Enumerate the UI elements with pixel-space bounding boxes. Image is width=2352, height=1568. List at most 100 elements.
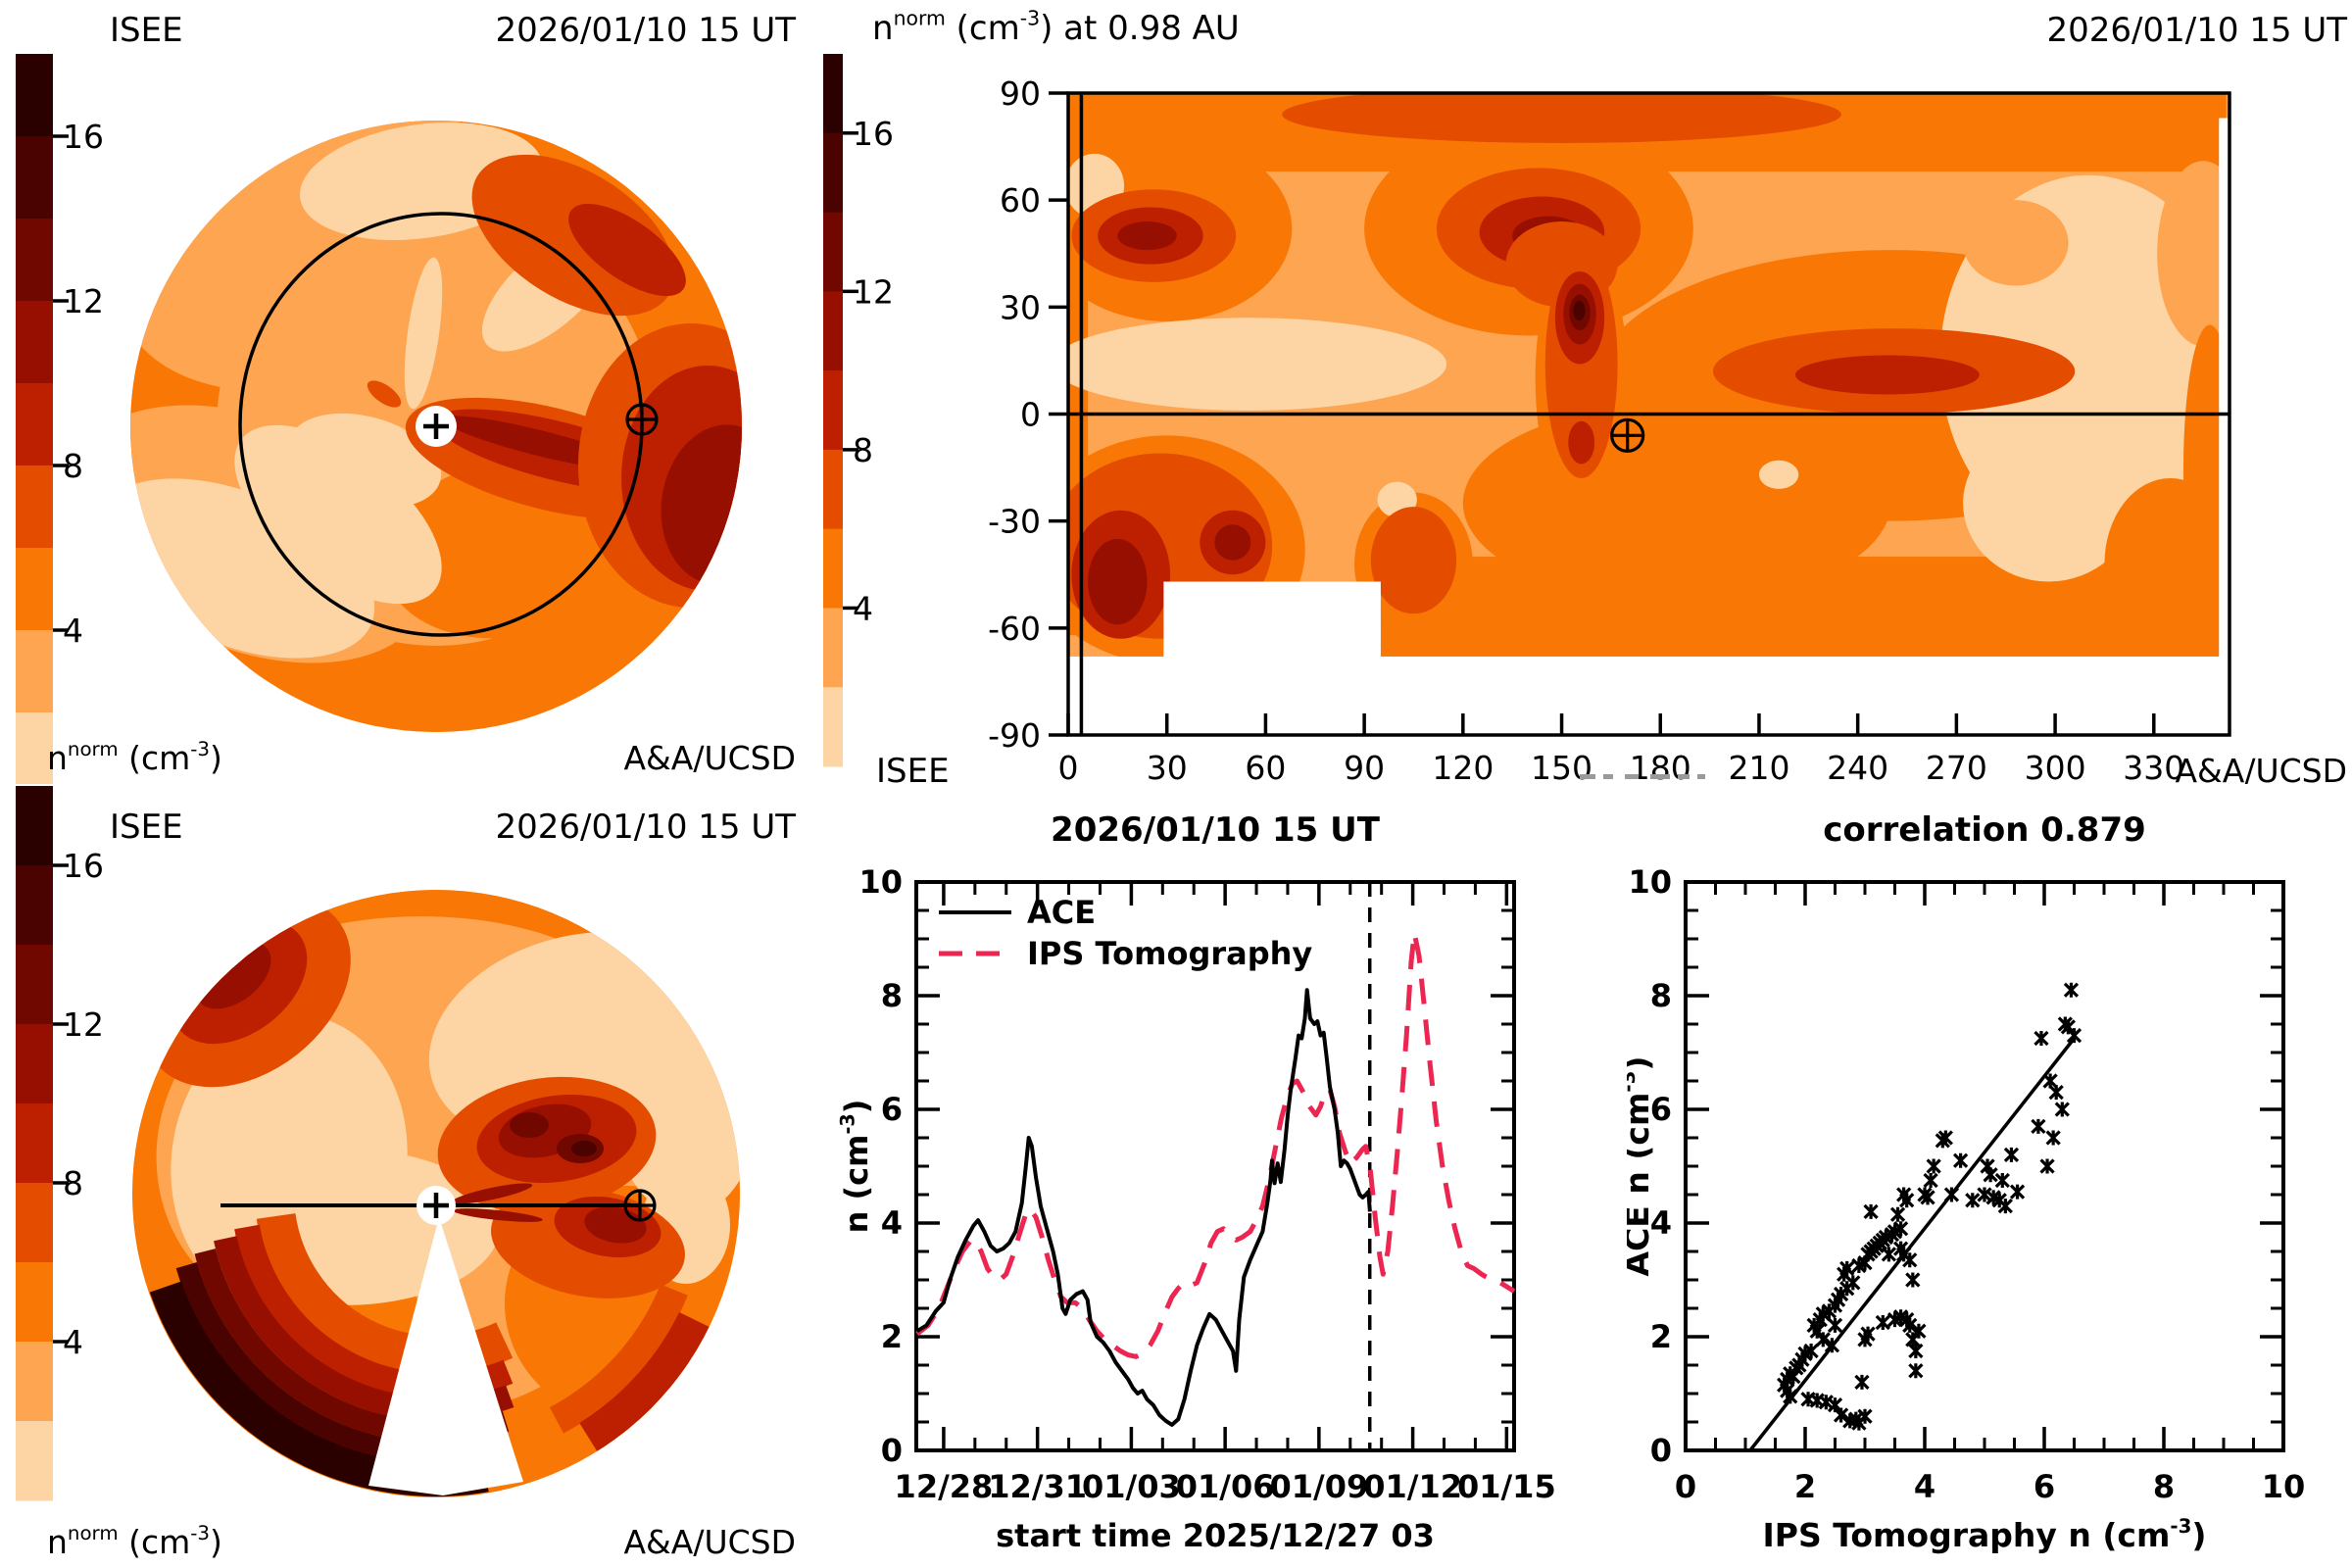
scatter-point <box>1911 1323 1927 1339</box>
contour-blob <box>510 1112 549 1138</box>
scatter-point <box>1854 1374 1870 1391</box>
scatter-point <box>1977 1187 1992 1202</box>
ace-series-line <box>915 988 1372 1427</box>
x-tick-label: 01/06 <box>1176 1468 1275 1505</box>
colorbar-segment <box>823 291 843 371</box>
colorbar-segment <box>16 945 53 1025</box>
scatter-point <box>2045 1130 2061 1146</box>
x-axis-tick-label: 90 <box>1344 749 1385 784</box>
map-contour-blob <box>1462 403 1891 604</box>
scatter-point <box>2066 1027 2082 1044</box>
y-tick-label: 0 <box>881 1432 903 1469</box>
map-contour-blob <box>1117 221 1177 251</box>
scatter-point <box>1857 1408 1873 1424</box>
colorbar-segment <box>16 301 53 384</box>
scatter-point <box>1997 1198 2013 1214</box>
y-axis-tick-label: 60 <box>1000 181 1041 220</box>
scatter-point <box>1845 1275 1861 1291</box>
panel-datetime: 2026/01/10 15 UT <box>496 11 797 50</box>
x-tick-label: 0 <box>1675 1468 1696 1505</box>
panel-source-label: ISEE <box>110 11 183 50</box>
map-contour-blob <box>1282 93 1841 143</box>
scatter-point <box>1923 1172 1938 1189</box>
scatter-content: 00 2 2 4 4 6 6 8 8 10 10 IPS Tomography n (cm-3) ACE… <box>1627 863 2305 1554</box>
map-contour-blob <box>1568 420 1595 465</box>
colorbar-segment <box>16 1421 53 1501</box>
scatter-point <box>1881 1247 1897 1262</box>
contour-blob <box>453 1208 543 1222</box>
map-contour-blob <box>1758 460 1799 489</box>
colorbar-segment <box>823 212 843 292</box>
scatter-point <box>1905 1272 1921 1288</box>
scatter-point <box>2039 1158 2055 1174</box>
earth-symbol <box>625 403 659 436</box>
colorbar-segment <box>823 370 843 451</box>
y-tick-label: 6 <box>881 1091 903 1128</box>
x-tick-label: 4 <box>1914 1468 1936 1505</box>
scatter-point <box>1908 1363 1924 1379</box>
plot-artifact-dash <box>1625 774 1639 779</box>
plot-artifact-dash <box>1697 774 1705 779</box>
y-axis-tick-label: -60 <box>988 610 1041 648</box>
x-tick-label: 01/03 <box>1082 1468 1181 1505</box>
colorbar-segment <box>16 466 53 549</box>
colorbar-unit-label: nnorm (cm-3) <box>47 738 222 777</box>
earth-symbol-cross <box>1611 419 1643 452</box>
scatter-point <box>1815 1332 1831 1348</box>
x-axis-tick-label: 60 <box>1245 749 1286 784</box>
scatter-point <box>1889 1206 1906 1222</box>
colorbar-segment <box>823 449 843 530</box>
panel-correlation-scatter: 00 2 2 4 4 6 6 8 8 10 10 IPS Tomography n (cm-3) ACE… <box>1627 810 2305 1554</box>
colorbar-segment <box>16 219 53 302</box>
scatter-point <box>1952 1152 1969 1168</box>
x-axis-tick-label: 30 <box>1147 749 1188 784</box>
scatter-point <box>1803 1343 1819 1359</box>
timeseries-xlabel: start time 2025/12/27 03 <box>996 1517 1435 1554</box>
y-tick-label: 10 <box>858 863 903 901</box>
legend-label: IPS Tomography <box>1027 935 1312 972</box>
contour-arc-band <box>579 1311 711 1453</box>
earth-symbol-cross <box>627 405 657 434</box>
scatter-xlabel: IPS Tomography n (cm-3) <box>1763 1515 2207 1554</box>
scatter-point <box>1965 1193 1981 1208</box>
x-axis-tick-label: 210 <box>1728 749 1789 784</box>
scatter-point <box>1908 1343 1924 1359</box>
scatter-ylabel: ACE n (cm-3) <box>1627 1056 1656 1277</box>
scatter-point <box>1943 1187 1960 1202</box>
panel-datetime: 2026/01/10 15 UT <box>2047 11 2348 50</box>
scatter-point <box>1827 1317 1843 1334</box>
x-axis-tick-label: 0 <box>1058 749 1079 784</box>
panel-credit: A&A/UCSD <box>623 1523 796 1561</box>
x-tick-label: 2 <box>1794 1468 1816 1505</box>
panel-credit: A&A/UCSD <box>2175 752 2347 784</box>
scatter-point <box>1860 1326 1876 1342</box>
meridional-cut-content: 16 12 8 4 nnorm (cm-3) <box>16 786 740 1561</box>
colorbar-segment <box>16 865 53 946</box>
x-axis-tick-label: 330 <box>2123 749 2184 784</box>
earth-symbol-cross <box>625 1191 655 1220</box>
map-contour-blob <box>2183 324 2230 611</box>
colorbar-segment <box>823 528 843 609</box>
y-axis-tick-label: 0 <box>1020 396 1041 434</box>
scatter-point <box>1818 1395 1834 1410</box>
map-contour-blob <box>2157 161 2230 347</box>
contour-blob <box>661 424 742 585</box>
scatter-point <box>1937 1130 1953 1146</box>
colorbar-tick-label: 4 <box>853 589 873 627</box>
scatter-point <box>1926 1158 1941 1174</box>
plot-artifact-dash <box>1580 774 1595 779</box>
y-tick-label: 4 <box>881 1204 903 1242</box>
x-tick-label: 6 <box>2034 1468 2055 1505</box>
map-contour-blob <box>1573 300 1586 321</box>
scatter-point <box>1983 1167 1998 1183</box>
y-tick-label: 2 <box>1650 1318 1672 1355</box>
timeseries-ylabel: n (cm-3) <box>837 1100 875 1234</box>
panel-ecliptic-cut: 16 12 8 4 nnorm (cm-3) ISEE 2026/01/10 15 UT… <box>16 11 797 784</box>
y-axis-tick-label: -30 <box>988 503 1041 541</box>
scatter-point <box>1824 1338 1840 1353</box>
contour-blob <box>287 413 442 509</box>
scatter-point <box>1863 1203 1879 1220</box>
